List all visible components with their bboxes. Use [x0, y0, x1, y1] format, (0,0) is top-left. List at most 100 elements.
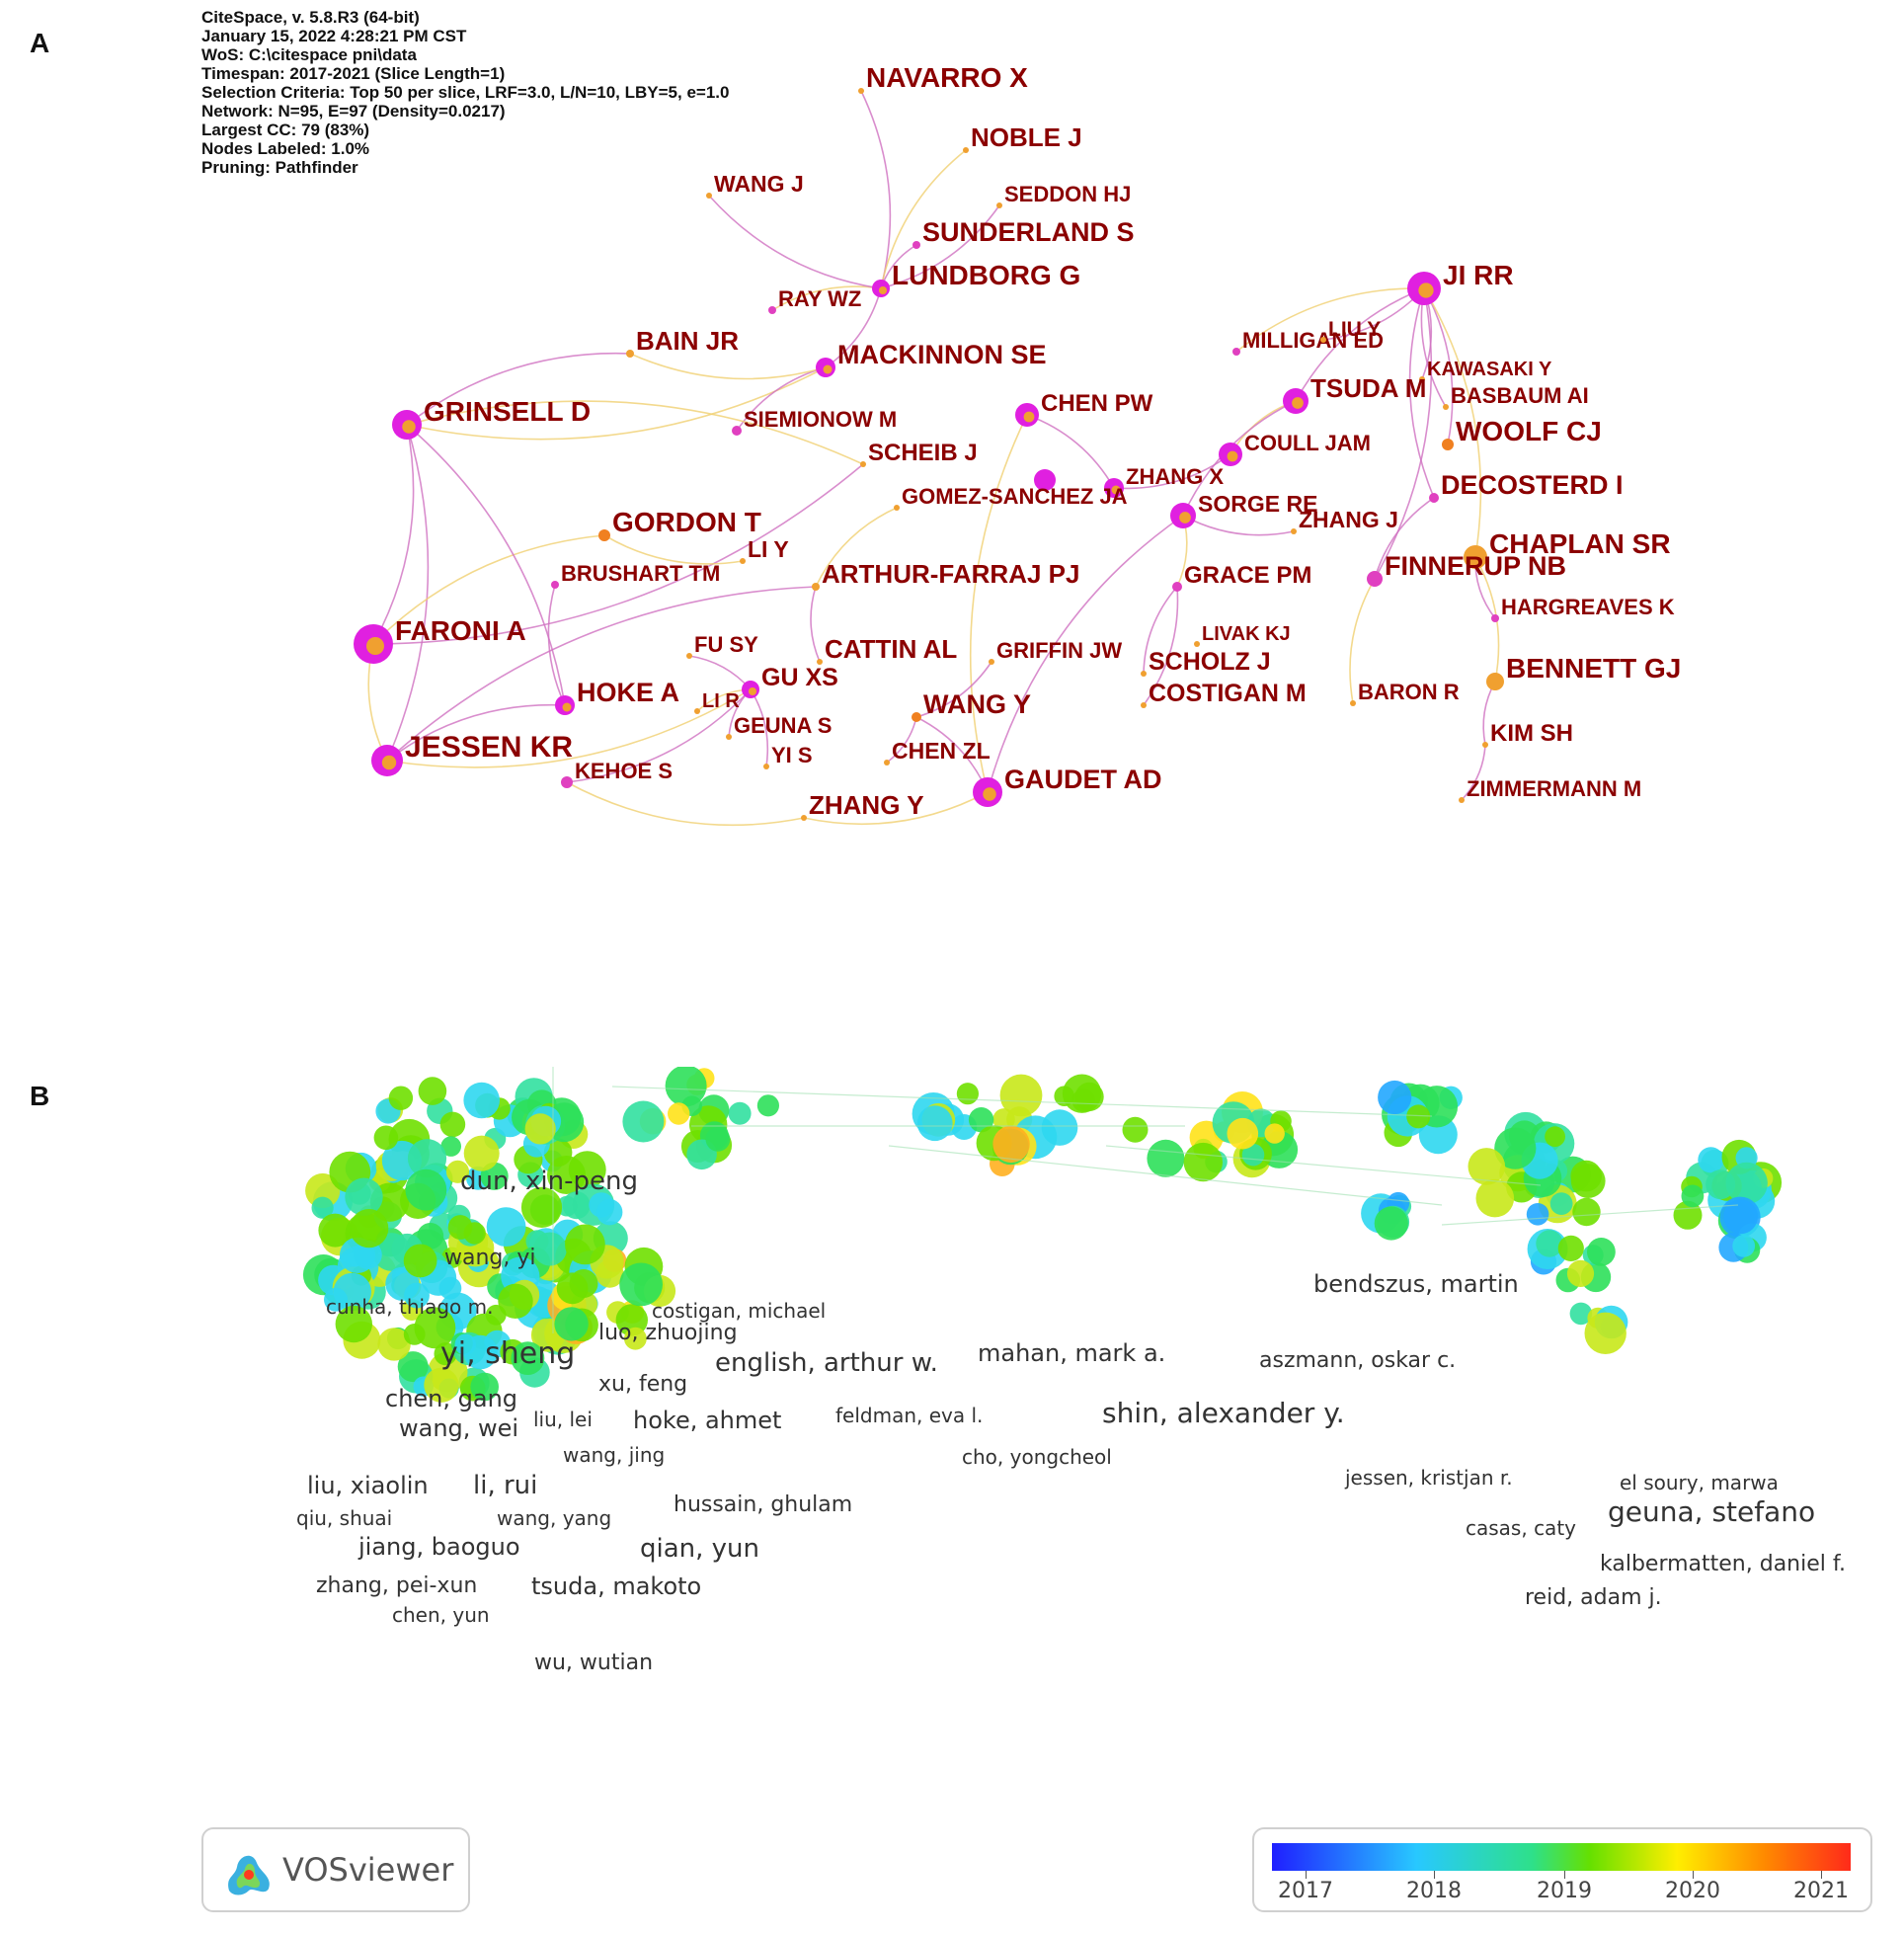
vos-label-dun-xin-peng: dun, xin-peng	[460, 1167, 638, 1196]
network-node	[1491, 614, 1499, 622]
vos-link	[888, 1145, 1443, 1206]
vos-label-costigan-michael: costigan, michael	[652, 1299, 826, 1323]
network-node	[801, 815, 807, 821]
network-node-bennett-gj: BENNETT GJ	[1486, 653, 1681, 690]
vos-label-hoke-ahmet: hoke, ahmet	[633, 1407, 781, 1434]
network-edge	[629, 353, 827, 380]
network-node	[732, 426, 742, 436]
info-line: WoS: C:\citespace pni\data	[201, 45, 417, 64]
network-node-noble-j: NOBLE J	[963, 122, 1082, 153]
network-node-finnerup-nb: FINNERUP NB	[1367, 551, 1566, 587]
vos-bubble	[756, 1094, 780, 1117]
vos-label-qian-yun: qian, yun	[640, 1534, 759, 1564]
vos-label-wang-yang: wang, yang	[497, 1506, 611, 1530]
vos-label-wang-jing: wang, jing	[563, 1443, 665, 1467]
vos-label-liu-lei: liu, lei	[533, 1408, 593, 1431]
network-node-li-r: LI R	[694, 690, 740, 714]
network-node	[912, 241, 920, 249]
node-label: JI RR	[1443, 260, 1514, 290]
node-label: JESSEN KR	[405, 731, 573, 764]
vos-label-shin-alexander-y: shin, alexander y.	[1102, 1397, 1345, 1429]
vos-label-kalbermatten-daniel-f: kalbermatten, daniel f.	[1600, 1552, 1846, 1576]
node-label: KIM SH	[1490, 720, 1573, 747]
network-node	[963, 147, 969, 153]
vos-bubble	[405, 1168, 447, 1211]
info-line: Timespan: 2017-2021 (Slice Length=1)	[201, 64, 506, 83]
vos-bubble	[1549, 1192, 1573, 1215]
network-edge	[406, 352, 631, 426]
vos-bubble	[556, 1272, 589, 1305]
network-node-seddon-hj: SEDDON HJ	[996, 182, 1131, 208]
node-core	[823, 364, 833, 374]
vos-bubble	[424, 1367, 459, 1403]
legend-tick	[1693, 1871, 1694, 1879]
network-node-yi-s: YI S	[763, 743, 813, 769]
vos-bubble	[956, 1083, 980, 1105]
citespace-info-block: CiteSpace, v. 5.8.R3 (64-bit) January 15…	[201, 8, 729, 177]
vos-label-cunha-thiago-m: cunha, thiago m.	[326, 1295, 493, 1319]
node-core	[983, 787, 996, 801]
node-label: SORGE RE	[1198, 491, 1317, 517]
network-node-woolf-cj: WOOLF CJ	[1442, 416, 1602, 450]
year-color-legend: 2017 2018 2019 2020 2021	[1252, 1827, 1872, 1912]
vos-label-chen-gang: chen, gang	[385, 1385, 517, 1412]
node-core	[1111, 485, 1121, 495]
vos-bubble	[1732, 1235, 1756, 1257]
vos-bubble	[1725, 1162, 1768, 1205]
node-label: GAUDET AD	[1004, 765, 1162, 794]
vos-bubble	[1545, 1126, 1565, 1148]
node-label: KEHOE S	[575, 759, 673, 783]
node-label: COSTIGAN M	[1149, 680, 1307, 707]
vos-bubble	[397, 1351, 429, 1383]
network-edge	[860, 90, 892, 289]
vos-label-wu-wutian: wu, wutian	[534, 1651, 653, 1675]
network-edge	[1143, 586, 1178, 675]
vos-label-liu-xiaolin: liu, xiaolin	[307, 1472, 429, 1499]
vos-bubble	[1062, 1074, 1102, 1113]
vos-bubble	[1526, 1203, 1549, 1226]
node-label: SUNDERLAND S	[922, 217, 1135, 247]
node-label: HARGREAVES K	[1501, 595, 1675, 619]
network-node-gu-xs: GU XS	[742, 664, 838, 698]
network-node	[912, 712, 921, 722]
vos-bubble	[705, 1126, 731, 1152]
network-node-kawasaki-y: KAWASAKI Y	[1419, 359, 1552, 382]
legend-label-2017: 2017	[1278, 1879, 1333, 1903]
network-node-griffin-jw: GRIFFIN JW	[989, 638, 1122, 665]
vos-bubble	[498, 1283, 533, 1319]
node-label: GORDON T	[612, 507, 761, 537]
network-node-brushart-tm: BRUSHART TM	[551, 561, 720, 589]
network-node	[598, 529, 610, 541]
network-node-hoke-a: HOKE A	[555, 678, 679, 715]
legend-color-bar	[1272, 1843, 1851, 1871]
node-label: WOOLF CJ	[1456, 416, 1602, 446]
network-edge	[372, 424, 415, 645]
node-label: CHEN PW	[1041, 390, 1153, 417]
node-label: SCHOLZ J	[1149, 648, 1271, 676]
network-edge	[1423, 287, 1482, 558]
network-node-cattin-al: CATTIN AL	[817, 634, 957, 665]
network-node-chen-zl: CHEN ZL	[884, 738, 991, 766]
vos-bubble	[470, 1372, 500, 1402]
vos-bubble	[916, 1105, 953, 1142]
node-core	[366, 637, 384, 655]
node-label: LIVAK KJ	[1202, 623, 1291, 645]
network-node-tsuda-m: TSUDA M	[1283, 373, 1426, 414]
panel-a-letter: A	[30, 28, 50, 58]
network-node-faroni-a: FARONI A	[354, 615, 526, 664]
vos-bubble	[596, 1199, 623, 1226]
vos-bubble	[1468, 1148, 1506, 1185]
vos-label-chen-yun: chen, yun	[392, 1603, 490, 1627]
network-node-gordon-t: GORDON T	[598, 507, 761, 541]
network-node-zhang-x: ZHANG X	[1104, 464, 1224, 498]
vos-label-cho-yongcheol: cho, yongcheol	[962, 1445, 1112, 1469]
vos-bubble	[619, 1262, 663, 1307]
node-label: ZHANG J	[1299, 507, 1398, 532]
node-label: ZHANG X	[1126, 464, 1224, 489]
network-node	[1459, 797, 1465, 803]
network-node-ji-rr: JI RR	[1407, 260, 1514, 305]
vos-bubble	[407, 1139, 447, 1178]
vos-label-xu-feng: xu, feng	[598, 1372, 687, 1397]
network-node	[996, 202, 1002, 208]
network-node	[740, 558, 746, 564]
